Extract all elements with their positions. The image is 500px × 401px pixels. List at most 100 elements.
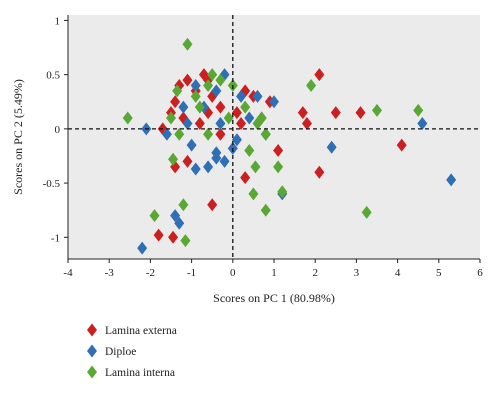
x-tick-label: 5 <box>436 267 442 279</box>
point-lamina-interna <box>172 84 183 98</box>
point-lamina-externa <box>168 230 179 244</box>
x-tick-label: -1 <box>187 267 196 279</box>
point-lamina-interna <box>168 152 179 166</box>
point-lamina-externa <box>194 116 205 130</box>
point-lamina-externa <box>182 73 193 87</box>
x-tick-label: 4 <box>395 267 401 279</box>
point-lamina-interna <box>190 89 201 103</box>
point-lamina-interna <box>215 73 226 87</box>
y-tick-label: 1 <box>55 15 61 27</box>
point-diploe <box>174 216 185 230</box>
point-diploe <box>190 162 201 176</box>
point-lamina-interna <box>166 111 176 125</box>
y-tick-label: -1 <box>51 232 60 244</box>
point-lamina-externa <box>330 106 341 120</box>
plot-area <box>68 15 480 259</box>
point-diploe <box>137 241 148 255</box>
point-lamina-interna <box>174 127 185 141</box>
x-tick-label: -3 <box>105 267 115 279</box>
point-lamina-interna <box>244 144 255 158</box>
point-diploe <box>161 127 172 141</box>
point-lamina-externa <box>314 165 325 179</box>
point-lamina-externa <box>297 106 308 120</box>
point-lamina-interna <box>372 103 382 117</box>
point-diploe <box>190 78 201 92</box>
point-lamina-interna <box>240 100 251 114</box>
point-diploe <box>244 111 255 125</box>
point-lamina-interna <box>306 78 317 92</box>
point-diploe <box>446 173 457 187</box>
point-diploe <box>178 100 189 114</box>
point-diploe <box>417 116 428 130</box>
point-lamina-externa <box>301 116 312 130</box>
point-diploe <box>186 138 197 152</box>
point-lamina-externa <box>236 116 247 130</box>
point-lamina-interna <box>194 100 205 114</box>
point-lamina-interna <box>203 127 214 141</box>
point-lamina-externa <box>153 228 164 242</box>
point-lamina-interna <box>260 127 271 141</box>
point-lamina-interna <box>361 205 372 219</box>
point-lamina-interna <box>260 203 271 217</box>
point-diploe <box>182 116 193 130</box>
legend: Lamina externa Diploe Lamina interna <box>87 323 177 379</box>
y-tick-label: 0.5 <box>46 70 60 82</box>
point-lamina-externa <box>170 95 181 109</box>
point-lamina-externa <box>314 68 325 82</box>
x-tick-label: 2 <box>312 267 318 279</box>
point-diploe <box>211 84 222 98</box>
point-lamina-externa <box>273 144 284 158</box>
point-diploe <box>215 116 226 130</box>
point-lamina-externa <box>215 100 226 114</box>
legend-marker-lamina-externa <box>87 323 97 337</box>
x-tick-label: 3 <box>354 267 360 279</box>
x-axis-ticks: -4 -3 -2 -1 0 1 2 3 4 5 6 <box>63 259 483 279</box>
point-lamina-interna <box>178 198 189 212</box>
point-diploe <box>211 146 222 160</box>
point-lamina-interna <box>250 160 261 174</box>
legend-marker-diploe <box>87 344 97 358</box>
legend-marker-lamina-interna <box>87 365 97 379</box>
point-lamina-interna <box>273 160 284 174</box>
point-lamina-interna <box>122 111 133 125</box>
y-tick-label: 0 <box>55 124 61 136</box>
point-diploe <box>231 133 242 147</box>
x-tick-label: 6 <box>477 267 483 279</box>
point-lamina-interna <box>182 37 193 51</box>
data-points <box>122 37 457 255</box>
legend-label-lamina-interna: Lamina interna <box>105 367 175 379</box>
point-lamina-interna <box>413 103 424 117</box>
y-axis-title: Scores on PC 2 (5.49%) <box>11 79 25 195</box>
point-diploe <box>326 140 337 154</box>
point-diploe <box>236 89 247 103</box>
point-lamina-interna <box>248 187 259 201</box>
point-lamina-interna <box>207 68 218 82</box>
point-lamina-interna <box>223 111 234 125</box>
point-lamina-interna <box>203 78 214 92</box>
point-lamina-interna <box>256 111 267 125</box>
x-tick-label: 0 <box>230 267 236 279</box>
x-axis-title: Scores on PC 1 (80.98%) <box>213 291 335 305</box>
point-lamina-externa <box>396 138 407 152</box>
point-lamina-interna <box>149 209 160 223</box>
point-lamina-externa <box>231 106 242 120</box>
y-axis-ticks: 1 0.5 0 -0.5 -1 <box>43 15 68 244</box>
point-lamina-externa <box>355 106 366 120</box>
point-lamina-interna <box>180 234 191 248</box>
legend-label-lamina-externa: Lamina externa <box>105 325 177 337</box>
x-tick-label: -2 <box>146 267 155 279</box>
point-lamina-externa <box>207 198 218 212</box>
point-diploe <box>203 160 214 174</box>
x-tick-label: 1 <box>271 267 277 279</box>
y-tick-label: -0.5 <box>43 178 61 190</box>
point-diploe <box>252 89 263 103</box>
point-lamina-externa <box>215 127 226 141</box>
x-tick-label: -4 <box>63 267 73 279</box>
point-lamina-interna <box>277 185 288 199</box>
point-diploe <box>269 95 279 109</box>
point-lamina-externa <box>182 154 193 168</box>
legend-label-diploe: Diploe <box>105 346 136 358</box>
point-diploe <box>219 154 230 168</box>
point-lamina-externa <box>240 171 251 185</box>
